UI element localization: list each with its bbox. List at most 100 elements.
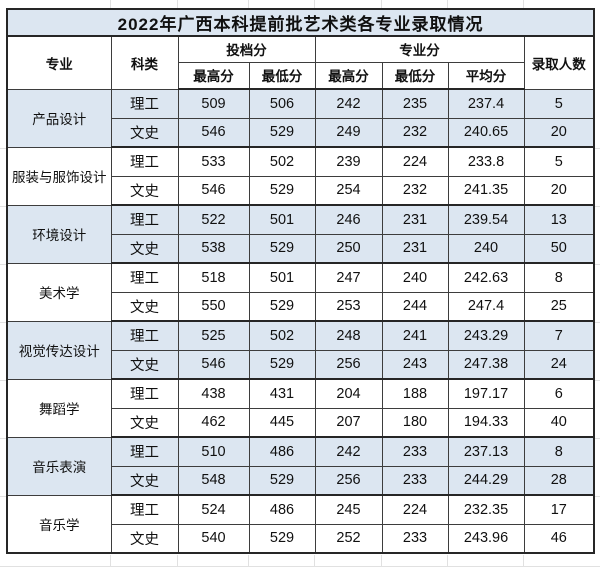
score-cell: 242 [314,436,383,467]
score-cell: 243 [381,349,449,380]
score-cell: 431 [248,378,316,409]
score-cell: 529 [248,349,316,380]
gridline-hint [447,555,448,566]
gridline-hint [248,0,249,8]
header-toudang-group: 投档分 [177,35,316,63]
category-cell: 理工 [110,262,179,293]
header-toudang-max: 最高分 [177,61,250,90]
score-cell: 546 [177,175,250,206]
table-row: 文史 540 529 252 233 243.96 46 [7,523,595,554]
major-cell: 音乐学 [6,494,112,554]
score-cell: 256 [314,465,383,496]
score-cell: 239.54 [447,204,525,235]
category-cell: 文史 [110,465,179,496]
category-cell: 理工 [110,378,179,409]
score-cell: 529 [248,291,316,322]
table-row: 美术学 理工 518 501 247 240 242.63 8 [6,262,595,322]
count-cell: 40 [523,407,595,438]
gridline-hint [0,148,6,149]
score-cell: 253 [314,291,383,322]
category-cell: 理工 [110,320,179,351]
score-cell: 246 [314,204,383,235]
score-cell: 240 [447,233,525,264]
major-cell: 美术学 [6,262,112,322]
score-cell: 243.96 [447,523,525,554]
major-cell: 音乐表演 [6,436,112,496]
gridline-hint [110,555,111,566]
score-cell: 529 [248,175,316,206]
gridline-hint [523,555,524,566]
header-zhuanye-avg: 平均分 [447,61,525,90]
count-cell: 46 [523,523,595,554]
score-cell: 197.17 [447,378,525,409]
score-cell: 233.8 [447,146,525,177]
score-cell: 241 [381,320,449,351]
score-cell: 522 [177,204,250,235]
category-cell: 文史 [110,407,179,438]
header-zhuanye-min: 最低分 [381,61,449,90]
major-cell: 服装与服饰设计 [6,146,112,206]
gridline-hint [0,438,6,439]
count-cell: 50 [523,233,595,264]
count-cell: 7 [523,320,595,351]
category-cell: 文史 [110,523,179,554]
header-toudang-min: 最低分 [248,61,316,90]
gridline-hint [0,264,6,265]
count-cell: 5 [523,146,595,177]
score-cell: 525 [177,320,250,351]
score-cell: 518 [177,262,250,293]
score-cell: 509 [177,88,250,119]
score-cell: 540 [177,523,250,554]
gridline-hint [0,322,6,323]
table-title: 2022年广西本科提前批艺术类各专业录取情况 [6,8,595,37]
gridline-hint [594,206,600,207]
table-row: 文史 538 529 250 231 240 50 [7,233,595,264]
count-cell: 20 [523,175,595,206]
gridline-hint [0,380,6,381]
gridline-hint [0,496,6,497]
gridline-hint [594,264,600,265]
gridline-hint [594,496,600,497]
gridline-hint [447,0,448,8]
gridline-hint [177,0,178,8]
table-row: 文史 546 529 249 232 240.65 20 [7,117,595,148]
header-row-sub: 最高分 最低分 最高分 最低分 平均分 [7,61,594,90]
header-zhuanye-max: 最高分 [314,61,383,90]
table-row: 文史 548 529 256 233 244.29 28 [7,465,595,496]
count-cell: 17 [523,494,595,525]
score-cell: 247.38 [447,349,525,380]
score-cell: 501 [248,262,316,293]
table-row: 环境设计 理工 522 501 246 231 239.54 13 [6,204,595,264]
gridline-hint [314,0,315,8]
score-cell: 194.33 [447,407,525,438]
score-cell: 548 [177,465,250,496]
score-cell: 529 [248,523,316,554]
score-cell: 232 [381,117,449,148]
score-cell: 438 [177,378,250,409]
score-cell: 550 [177,291,250,322]
table-row: 舞蹈学 理工 438 431 204 188 197.17 6 [6,378,595,438]
table-row: 文史 546 529 256 243 247.38 24 [7,349,595,380]
score-cell: 188 [381,378,449,409]
table-row: 文史 462 445 207 180 194.33 40 [7,407,595,438]
table-row: 视觉传达设计 理工 525 502 248 241 243.29 7 [6,320,595,380]
score-cell: 233 [381,436,449,467]
score-cell: 529 [248,233,316,264]
gridline-hint [248,555,249,566]
score-cell: 501 [248,204,316,235]
score-cell: 486 [248,494,316,525]
score-cell: 529 [248,465,316,496]
gridline-hint [594,380,600,381]
header-admit-count: 录取人数 [523,35,595,90]
score-cell: 231 [381,204,449,235]
score-cell: 232.35 [447,494,525,525]
gridline-hint [0,206,6,207]
category-cell: 理工 [110,204,179,235]
score-cell: 224 [381,146,449,177]
score-cell: 224 [381,494,449,525]
score-cell: 247.4 [447,291,525,322]
score-cell: 243.29 [447,320,525,351]
score-cell: 486 [248,436,316,467]
table-row: 音乐表演 理工 510 486 242 233 237.13 8 [6,436,595,496]
category-cell: 文史 [110,175,179,206]
